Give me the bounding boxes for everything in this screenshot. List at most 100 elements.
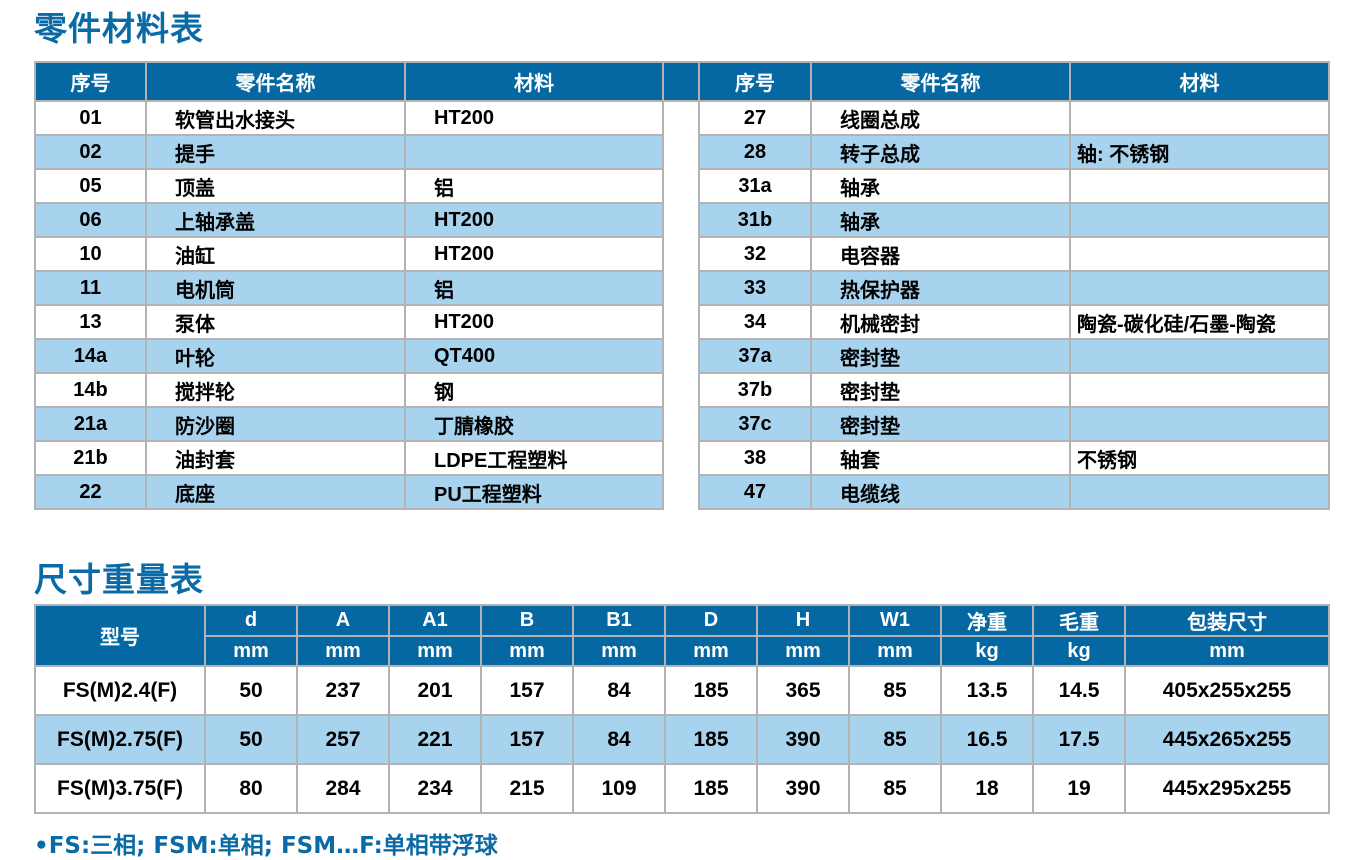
part-material: [1069, 406, 1330, 442]
table-row: 05 顶盖铝 31a 轴承: [34, 168, 1330, 204]
part-material: [1069, 236, 1330, 272]
part-index: 01: [34, 100, 147, 136]
model-name: FS(M)2.4(F): [34, 665, 206, 716]
part-name: 转子总成: [810, 134, 1071, 170]
unit-5: mm: [664, 635, 758, 667]
header-2: A1: [388, 604, 482, 637]
unit-3: mm: [480, 635, 574, 667]
part-index: 38: [698, 440, 812, 476]
part-index: 37a: [698, 338, 812, 374]
part-index: 22: [34, 474, 147, 510]
dim-value: 13.5: [940, 665, 1034, 716]
part-name: 底座: [145, 474, 406, 510]
dim-value: 405x255x255: [1124, 665, 1330, 716]
dim-value: 157: [480, 714, 574, 765]
unit-7: mm: [848, 635, 942, 667]
table-row: 14b 搅拌轮钢 37b 密封垫: [34, 372, 1330, 408]
table-row: 11 电机筒铝 33 热保护器: [34, 270, 1330, 306]
model-note: •FS:三相; FSM:单相; FSM…F:单相带浮球: [34, 833, 498, 859]
part-name: 线圈总成: [810, 100, 1071, 136]
part-index: 47: [698, 474, 812, 510]
part-name: 防沙圈: [145, 406, 406, 442]
header-material: 材料: [1069, 61, 1330, 102]
header-7: W1: [848, 604, 942, 637]
part-name: 提手: [145, 134, 406, 170]
dim-value: 390: [756, 763, 850, 814]
dim-value: 215: [480, 763, 574, 814]
header-gap: [662, 61, 700, 102]
dims-table-title: 尺寸重量表: [34, 560, 204, 599]
part-index: 11: [34, 270, 147, 306]
dim-value: 445x295x255: [1124, 763, 1330, 814]
dim-value: 84: [572, 714, 666, 765]
dim-value: 234: [388, 763, 482, 814]
header-3: B: [480, 604, 574, 637]
part-material: HT200: [404, 236, 664, 272]
dim-value: 185: [664, 714, 758, 765]
table-row: 22 底座 PU工程塑料 47 电缆线: [34, 474, 1330, 510]
part-material: [1069, 168, 1330, 204]
dim-value: 109: [572, 763, 666, 814]
part-name: 机械密封: [810, 304, 1071, 340]
header-4: B1: [572, 604, 666, 637]
header-part-name: 零件名称: [810, 61, 1071, 102]
part-name: 轴承: [810, 168, 1071, 204]
header-0: d: [204, 604, 298, 637]
dim-value: 257: [296, 714, 390, 765]
dim-value: 19: [1032, 763, 1126, 814]
part-index: 33: [698, 270, 812, 306]
unit-8: kg: [940, 635, 1034, 667]
unit-6: mm: [756, 635, 850, 667]
part-material: LDPE工程塑料: [404, 440, 664, 476]
part-name: 软管出水接头: [145, 100, 406, 136]
part-index: 37b: [698, 372, 812, 408]
part-index: 21a: [34, 406, 147, 442]
part-material: HT200: [404, 202, 664, 238]
header-1: A: [296, 604, 390, 637]
part-index: 27: [698, 100, 812, 136]
header-6: H: [756, 604, 850, 637]
part-name: 搅拌轮: [145, 372, 406, 408]
column-gap: [662, 101, 700, 509]
part-index: 06: [34, 202, 147, 238]
dim-value: 390: [756, 714, 850, 765]
dim-value: 157: [480, 665, 574, 716]
dim-value: 185: [664, 665, 758, 716]
part-material: [404, 134, 664, 170]
part-material: [1069, 270, 1330, 306]
part-material: [1069, 372, 1330, 408]
header-material: 材料: [404, 61, 664, 102]
part-index: 13: [34, 304, 147, 340]
part-index: 14b: [34, 372, 147, 408]
part-index: 21b: [34, 440, 147, 476]
header-5: D: [664, 604, 758, 637]
header-8: 净重: [940, 604, 1034, 637]
dim-value: 50: [204, 714, 298, 765]
dim-value: 84: [572, 665, 666, 716]
part-index: 05: [34, 168, 147, 204]
part-material: 铝: [404, 270, 664, 306]
part-name: 电缆线: [810, 474, 1071, 510]
part-name: 轴承: [810, 202, 1071, 238]
dim-value: 85: [848, 763, 942, 814]
table-row: FS(M)2.75(F) 50 257 221 157 84 185 390 85 16.5 17.…: [34, 714, 1330, 765]
part-name: 密封垫: [810, 338, 1071, 374]
part-name: 上轴承盖: [145, 202, 406, 238]
dim-value: 284: [296, 763, 390, 814]
table-row: 14a 叶轮 QT400 37a 密封垫: [34, 338, 1330, 374]
part-name: 电容器: [810, 236, 1071, 272]
part-material: 轴: 不锈钢: [1069, 134, 1330, 170]
part-index: 14a: [34, 338, 147, 374]
table-row: FS(M)3.75(F) 80 284 234 215 109 185 390 85 18 19 44…: [34, 763, 1330, 814]
part-name: 泵体: [145, 304, 406, 340]
part-name: 顶盖: [145, 168, 406, 204]
dim-value: 185: [664, 763, 758, 814]
parts-material-table: 序号 零件名称 材料 序号 零件名称 材料 01 软管出水接头 HT200 27 线圈总…: [34, 61, 1330, 510]
part-material: QT400: [404, 338, 664, 374]
dim-value: 16.5: [940, 714, 1034, 765]
part-name: 轴套: [810, 440, 1071, 476]
part-material: 铝: [404, 168, 664, 204]
dimension-weight-table: 型号 d A A1 B B1 D H W1 净重 毛重 包装尺寸 mm mm mm mm mm mm mm mm k…: [34, 604, 1330, 814]
table-row: 02 提手 28 转子总成 轴: 不锈钢: [34, 134, 1330, 170]
part-material: 不锈钢: [1069, 440, 1330, 476]
